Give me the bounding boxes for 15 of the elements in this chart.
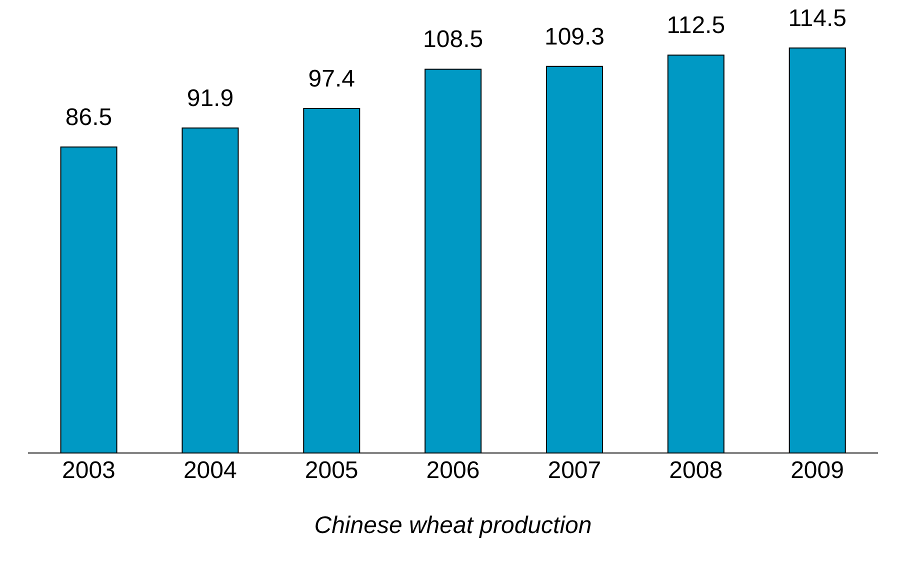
data-label: 97.4 — [308, 65, 355, 92]
x-tick-label: 2007 — [548, 457, 602, 484]
x-tick-label: 2005 — [304, 457, 358, 484]
data-label: 109.3 — [544, 23, 605, 50]
x-tick-label: 2009 — [790, 457, 844, 484]
data-label: 86.5 — [65, 104, 112, 132]
data-label: 91.9 — [186, 84, 234, 112]
x-tick-label: 2008 — [669, 457, 723, 484]
x-tick-label: 2006 — [426, 457, 480, 484]
x-axis-title: Chinese wheat production — [314, 512, 592, 539]
data-label: 108.5 — [423, 26, 484, 54]
x-tick-label: 2004 — [183, 457, 237, 484]
data-label: 114.5 — [788, 5, 846, 32]
x-tick-label: 2003 — [62, 457, 116, 484]
data-label: 112.5 — [666, 12, 726, 40]
